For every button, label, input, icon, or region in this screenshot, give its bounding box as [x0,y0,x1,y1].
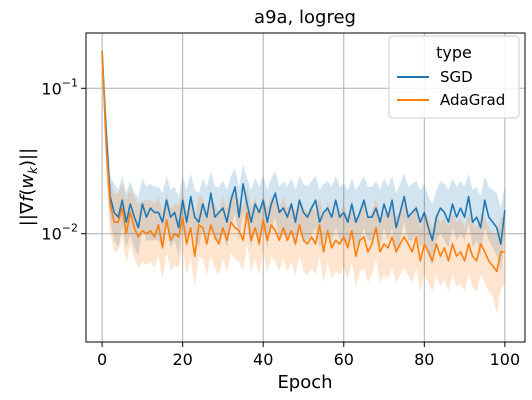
x-tick-label: 60 [334,350,354,369]
x-tick-label: 40 [253,350,273,369]
confidence-bands [102,47,505,315]
series-line-sgd [101,51,506,245]
chart-title: a9a, logreg [254,7,356,28]
y-axis-ticks: 10−1 10−2 [41,76,86,244]
legend: type SGD AdaGrad [388,35,520,119]
band-adagrad [102,47,505,315]
y-axis-label: ||∇f(wk)|| [17,148,40,226]
y-tick-label: 10−2 [41,222,78,244]
legend-label-sgd: SGD [440,68,473,86]
x-axis-ticks: 0 20 40 60 80 100 [97,342,520,369]
plot-frame [85,32,526,343]
y-tick-label: 10−1 [41,76,78,98]
band-sgd [102,47,505,272]
series-line-adagrad [101,51,505,273]
legend-title: type [436,43,472,62]
legend-label-adagrad: AdaGrad [440,91,505,109]
series-lines [101,51,506,273]
legend-box [388,35,520,119]
x-tick-label: 100 [490,350,521,369]
x-axis-label: Epoch [277,372,332,393]
x-tick-label: 80 [414,350,434,369]
x-tick-label: 20 [172,350,192,369]
svg-text:||∇f(wk)||: ||∇f(wk)|| [17,148,40,226]
x-tick-label: 0 [97,350,107,369]
